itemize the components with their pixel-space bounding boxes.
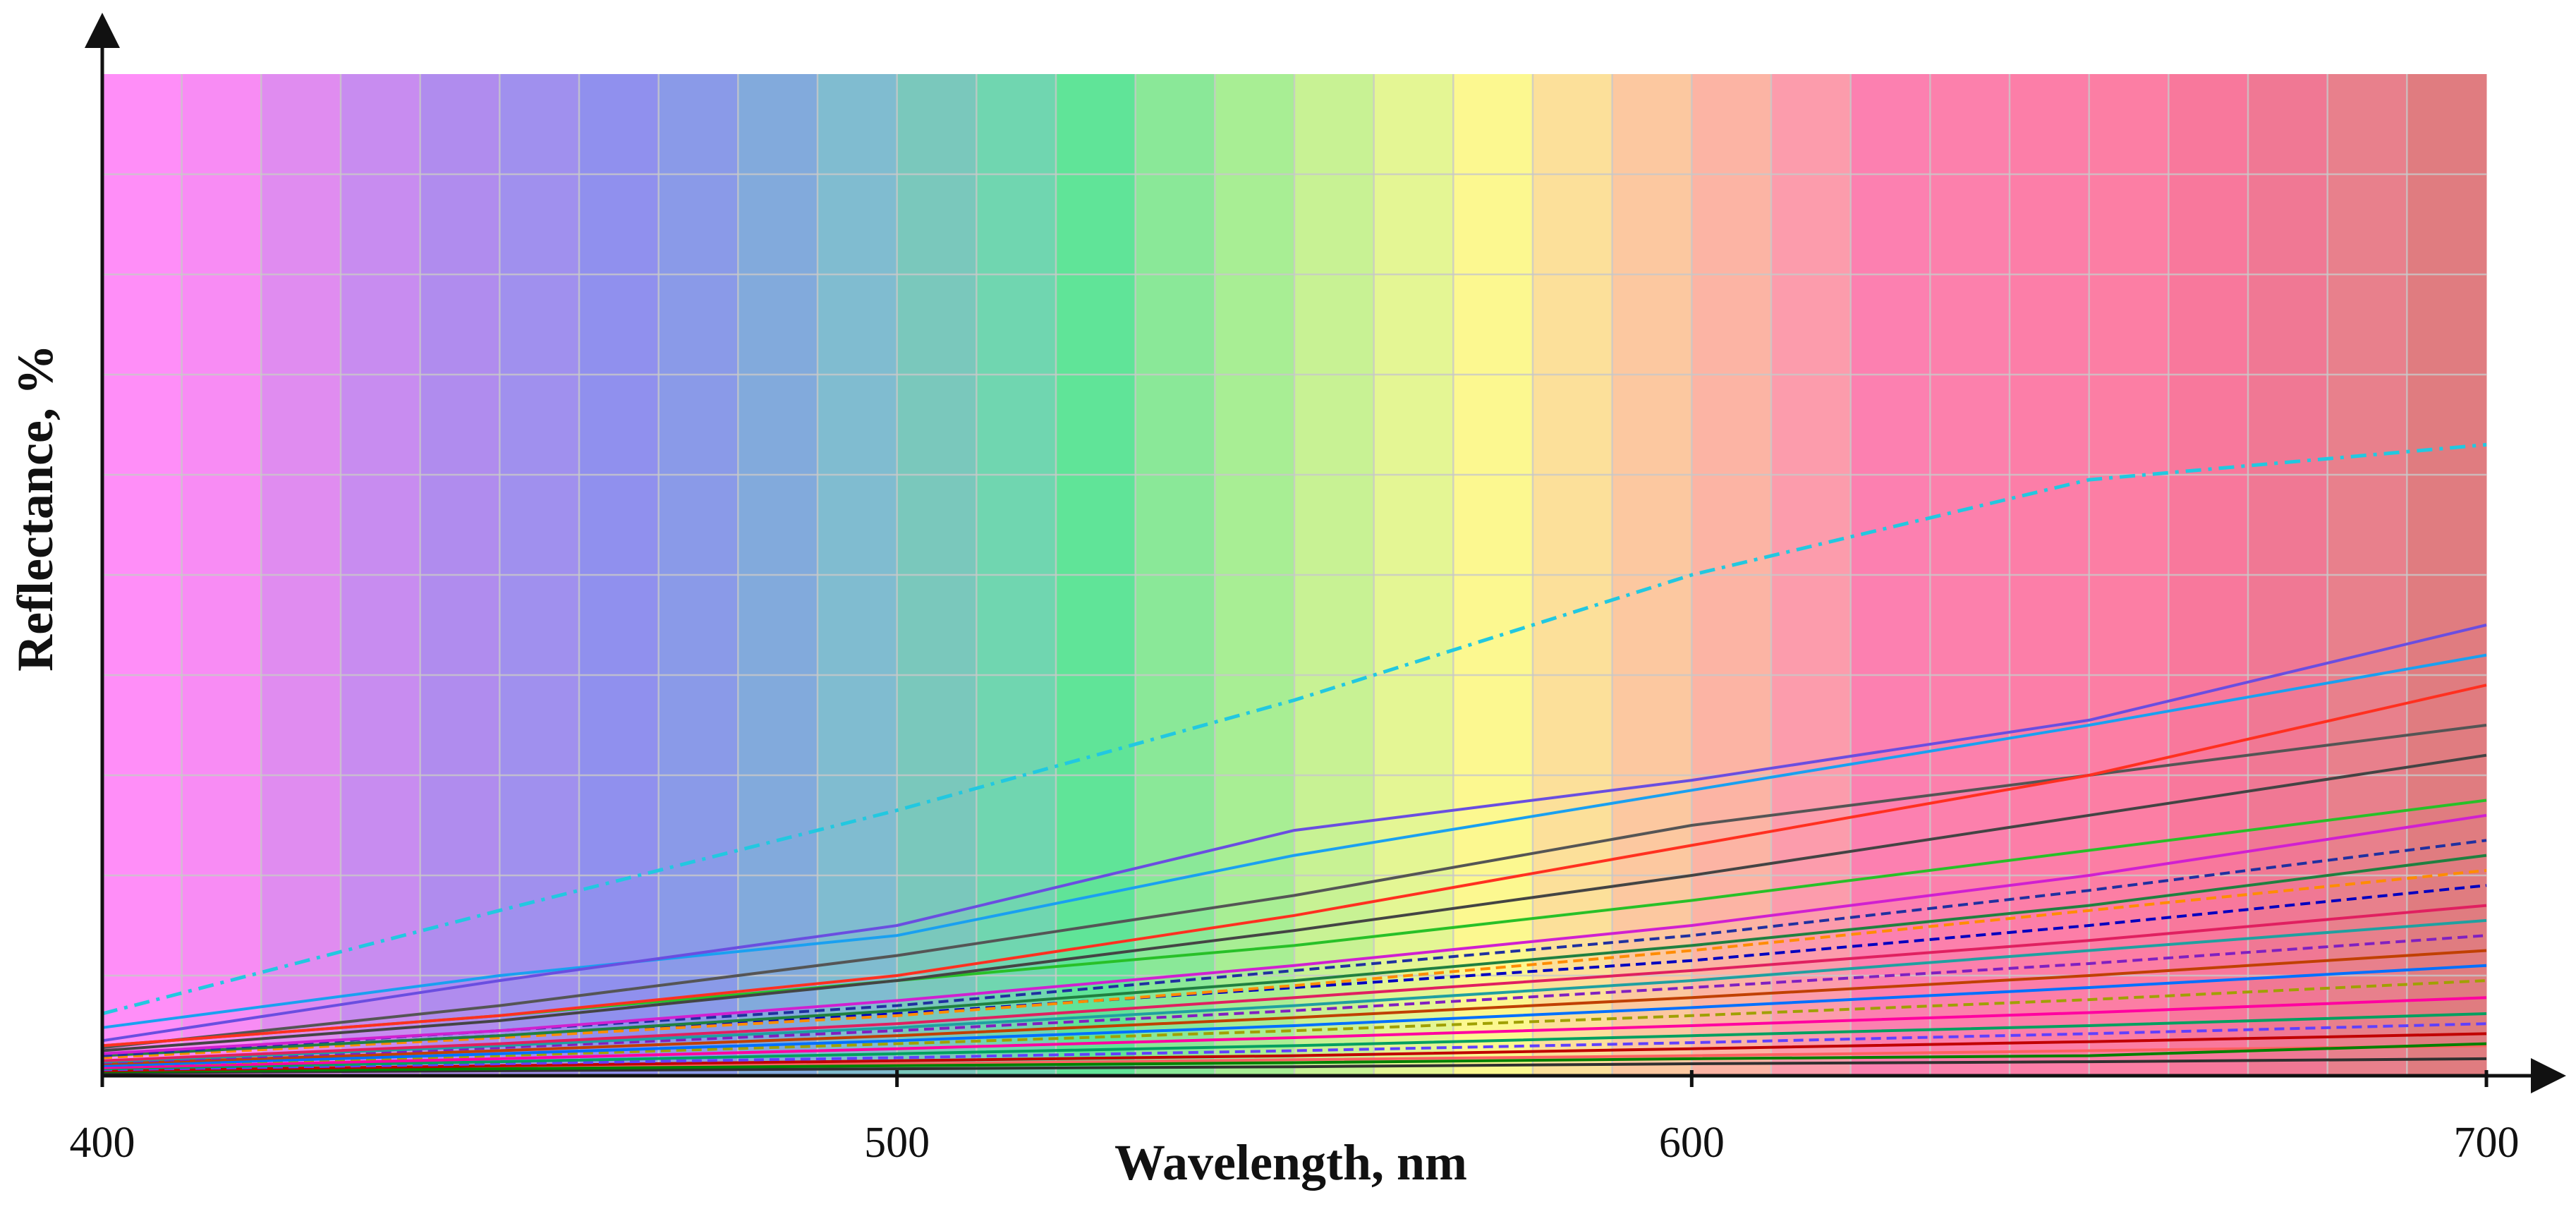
series-line-s3 <box>102 653 2487 1029</box>
series-line-s25 <box>102 1057 2487 1074</box>
series-line-s8 <box>102 813 2487 1055</box>
series-line-s15 <box>102 934 2487 1064</box>
series-line-s10 <box>102 854 2487 1057</box>
x-tick-label: 400 <box>70 1119 135 1167</box>
series-line-s14 <box>102 918 2487 1064</box>
x-axis-label: Wavelength, nm <box>1114 1134 1467 1191</box>
x-tick-label: 600 <box>1659 1119 1725 1167</box>
series-line-s23 <box>102 1042 2487 1074</box>
series-line-s16 <box>102 949 2487 1065</box>
x-ticks: 400 500 600 700 <box>70 1070 2520 1167</box>
series-line-s2 <box>102 624 2487 1043</box>
series-line-s18 <box>102 979 2487 1067</box>
series-line-s19 <box>102 996 2487 1069</box>
series-line-s11 <box>102 868 2487 1060</box>
series-line-s13 <box>102 904 2487 1062</box>
series-line-s21 <box>102 1022 2487 1072</box>
x-tick-label: 700 <box>2454 1119 2520 1167</box>
series-line-s9 <box>102 839 2487 1057</box>
series-line-s12 <box>102 884 2487 1057</box>
series-line-s6 <box>102 753 2487 1052</box>
series-line-s17 <box>102 964 2487 1067</box>
series-line-s22 <box>102 1032 2487 1072</box>
x-tick-label: 500 <box>864 1119 930 1167</box>
series-line-s4 <box>102 684 2487 1048</box>
y-axis-label: Reflectance, % <box>7 344 63 672</box>
series-group <box>102 442 2487 1074</box>
axes <box>85 13 2566 1093</box>
series-line-s20 <box>102 1012 2487 1071</box>
series-line-s1 <box>102 442 2487 1016</box>
